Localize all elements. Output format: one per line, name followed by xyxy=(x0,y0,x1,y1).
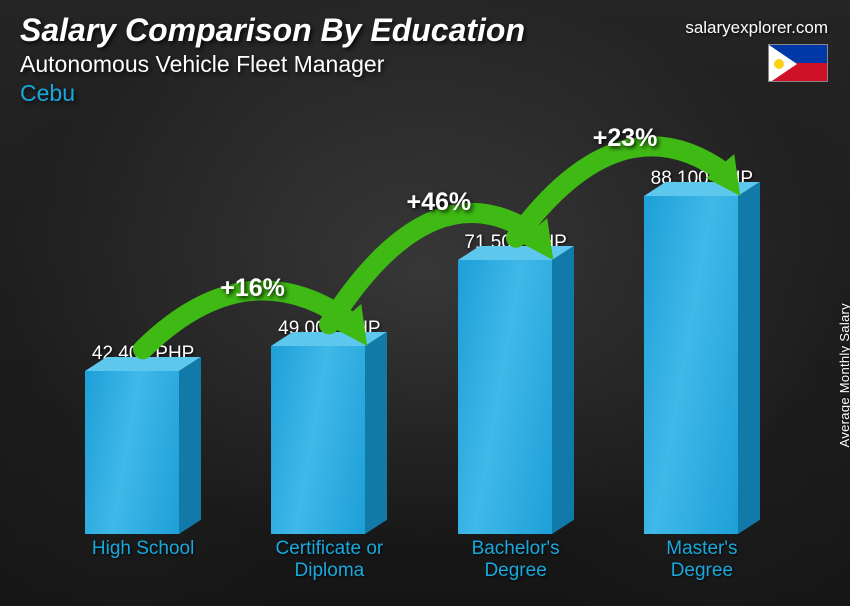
bar-slot: 71,500 PHP xyxy=(423,232,609,534)
x-axis-label: Bachelor'sDegree xyxy=(423,534,609,586)
bar-slot: 88,100 PHP xyxy=(609,168,795,534)
x-axis-label: Certificate orDiploma xyxy=(236,534,422,586)
chart-location: Cebu xyxy=(20,80,830,107)
bar-slot: 42,400 PHP xyxy=(50,343,236,534)
bar xyxy=(85,371,201,534)
bar xyxy=(271,346,387,534)
y-axis-label: Average Monthly Salary xyxy=(837,303,850,447)
salary-bar-chart: 42,400 PHP49,000 PHP71,500 PHP88,100 PHP… xyxy=(50,126,795,586)
bar xyxy=(458,260,574,534)
flag-icon xyxy=(768,44,828,82)
bar xyxy=(644,196,760,534)
x-axis-label: High School xyxy=(50,534,236,586)
chart-subtitle: Autonomous Vehicle Fleet Manager xyxy=(20,51,830,78)
x-axis-label: Master'sDegree xyxy=(609,534,795,586)
bar-slot: 49,000 PHP xyxy=(236,318,422,534)
brand-label: salaryexplorer.com xyxy=(685,18,828,38)
